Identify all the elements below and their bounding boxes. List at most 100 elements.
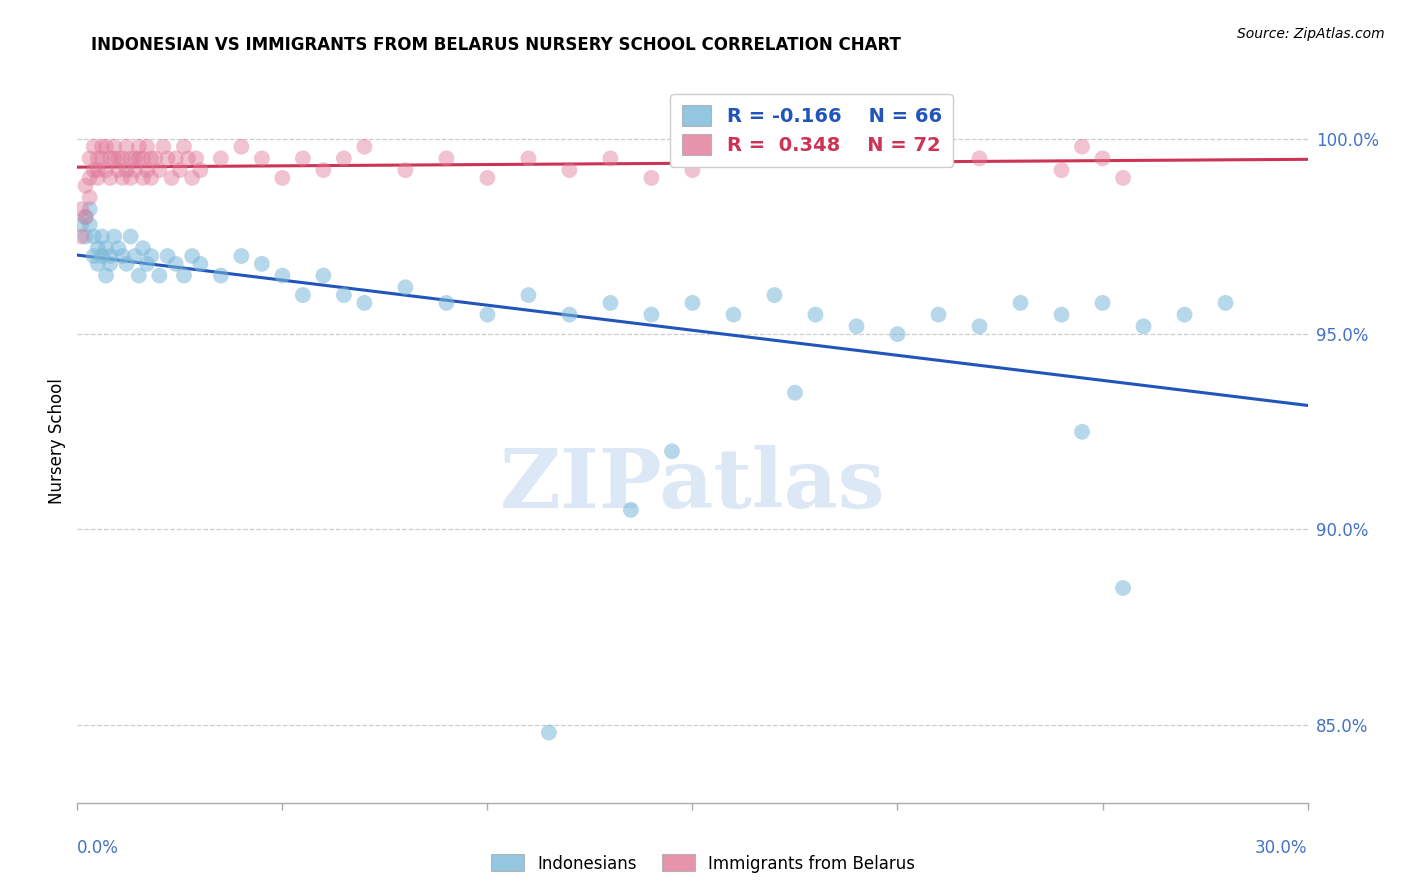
Point	[79, 152, 101, 166]
Point	[148, 163, 170, 178]
Point	[291, 152, 314, 166]
Point	[124, 152, 146, 166]
Point	[141, 170, 163, 185]
Point	[394, 163, 416, 178]
Text: ZIPatlas: ZIPatlas	[499, 445, 886, 524]
Point	[661, 444, 683, 458]
Point	[103, 152, 125, 166]
Point	[173, 139, 195, 153]
Point	[188, 163, 212, 178]
Point	[517, 152, 540, 166]
Point	[599, 152, 621, 166]
Point	[90, 152, 114, 166]
Point	[75, 178, 97, 193]
Point	[1174, 308, 1197, 322]
Point	[186, 152, 208, 166]
Point	[231, 249, 253, 263]
Point	[1112, 170, 1135, 185]
Point	[1071, 139, 1094, 153]
Point	[70, 218, 93, 232]
Point	[87, 163, 110, 178]
Point	[1215, 296, 1237, 310]
Legend: R = -0.166    N = 66, R =  0.348    N = 72: R = -0.166 N = 66, R = 0.348 N = 72	[671, 94, 953, 167]
Point	[98, 257, 121, 271]
Point	[132, 170, 155, 185]
Point	[165, 152, 187, 166]
Point	[1071, 425, 1094, 439]
Point	[98, 249, 121, 263]
Point	[156, 152, 179, 166]
Point	[143, 152, 166, 166]
Point	[1050, 308, 1073, 322]
Point	[353, 139, 375, 153]
Point	[804, 308, 827, 322]
Point	[141, 249, 163, 263]
Point	[115, 163, 138, 178]
Point	[1050, 163, 1073, 178]
Point	[558, 308, 581, 322]
Point	[291, 288, 314, 302]
Point	[517, 288, 540, 302]
Point	[120, 170, 142, 185]
Point	[111, 170, 134, 185]
Point	[165, 257, 187, 271]
Point	[87, 170, 110, 185]
Text: 30.0%: 30.0%	[1256, 838, 1308, 857]
Point	[120, 152, 142, 166]
Point	[620, 503, 643, 517]
Point	[682, 163, 704, 178]
Point	[152, 139, 174, 153]
Point	[128, 139, 150, 153]
Point	[1132, 319, 1154, 334]
Point	[107, 163, 129, 178]
Point	[640, 308, 662, 322]
Point	[333, 288, 356, 302]
Point	[156, 249, 179, 263]
Point	[173, 268, 195, 283]
Point	[83, 249, 105, 263]
Point	[128, 268, 150, 283]
Point	[79, 202, 101, 216]
Point	[83, 163, 105, 178]
Point	[640, 170, 662, 185]
Point	[124, 249, 146, 263]
Point	[353, 296, 375, 310]
Point	[107, 152, 129, 166]
Point	[250, 257, 273, 271]
Point	[115, 139, 138, 153]
Point	[70, 229, 93, 244]
Point	[94, 139, 117, 153]
Point	[477, 308, 499, 322]
Legend: Indonesians, Immigrants from Belarus: Indonesians, Immigrants from Belarus	[484, 847, 922, 880]
Point	[177, 152, 200, 166]
Point	[169, 163, 191, 178]
Point	[98, 170, 121, 185]
Point	[436, 152, 458, 166]
Point	[845, 319, 868, 334]
Point	[98, 152, 121, 166]
Point	[79, 170, 101, 185]
Point	[103, 139, 125, 153]
Point	[682, 296, 704, 310]
Point	[783, 385, 806, 400]
Point	[94, 163, 117, 178]
Point	[79, 190, 101, 204]
Point	[132, 152, 155, 166]
Point	[94, 241, 117, 255]
Point	[75, 229, 97, 244]
Point	[124, 163, 146, 178]
Text: 0.0%: 0.0%	[77, 838, 120, 857]
Point	[136, 257, 159, 271]
Point	[188, 257, 212, 271]
Point	[70, 202, 93, 216]
Point	[477, 170, 499, 185]
Point	[94, 268, 117, 283]
Point	[83, 229, 105, 244]
Point	[120, 229, 142, 244]
Point	[148, 268, 170, 283]
Point	[209, 268, 232, 283]
Point	[87, 152, 110, 166]
Point	[394, 280, 416, 294]
Point	[181, 249, 204, 263]
Point	[1091, 296, 1114, 310]
